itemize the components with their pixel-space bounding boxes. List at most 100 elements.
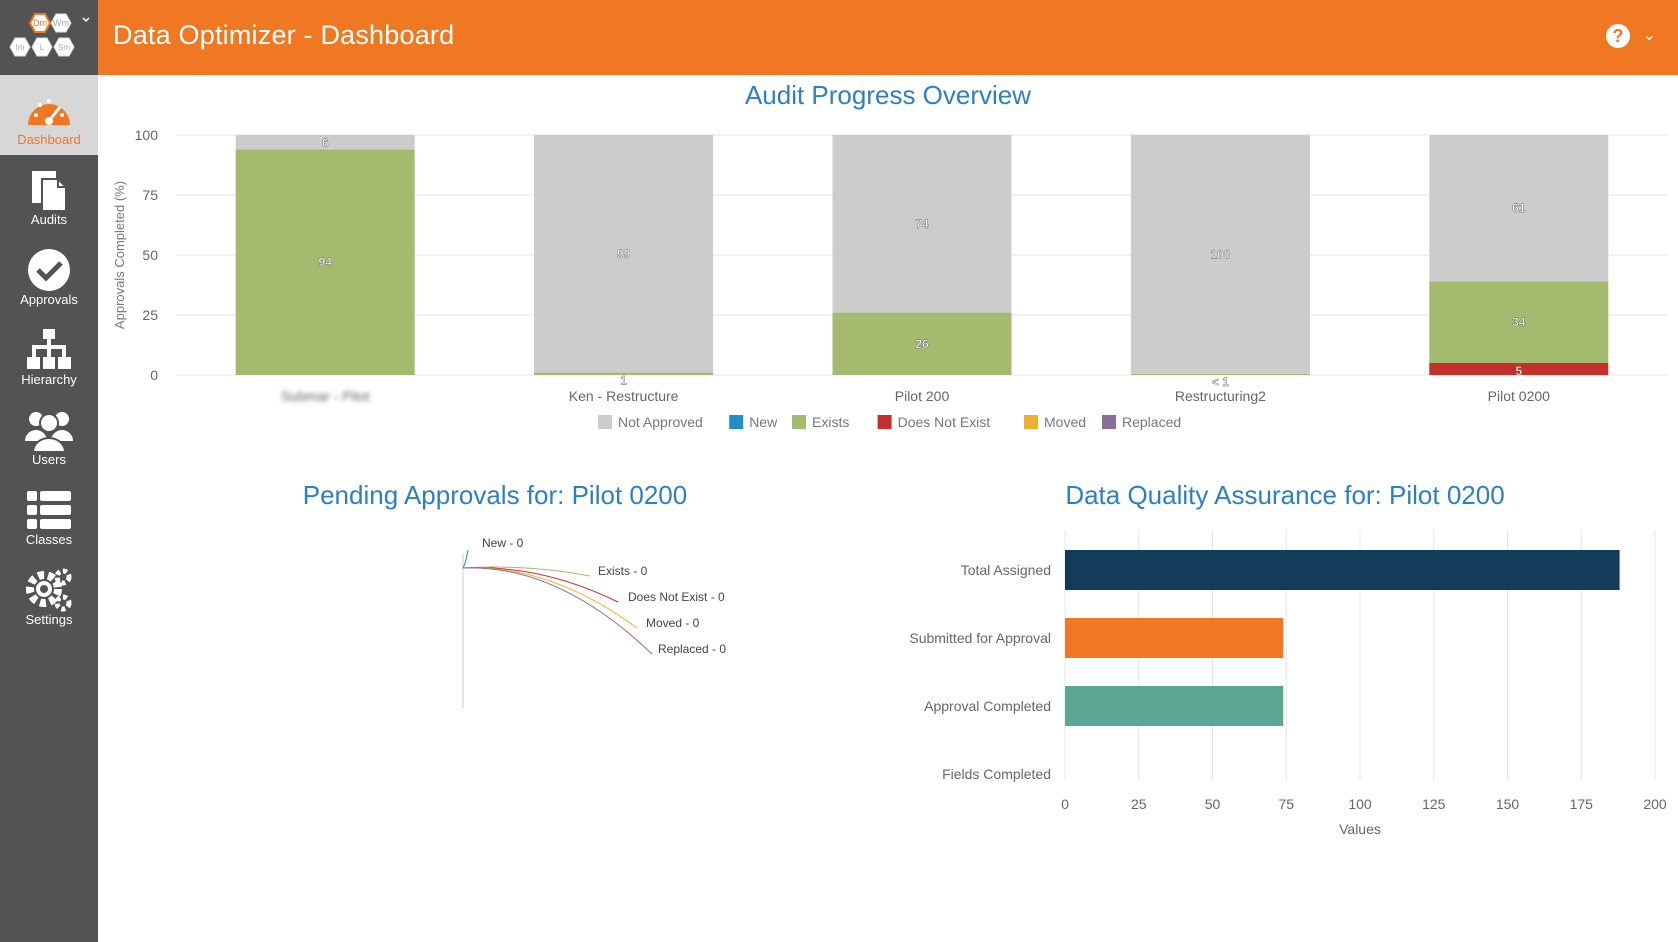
bar-segment <box>235 135 415 150</box>
legend-item: New <box>749 414 778 430</box>
y-tick-label: 100 <box>135 127 159 143</box>
users-icon <box>25 412 73 453</box>
y-axis-label: Approvals Completed (%) <box>112 181 127 329</box>
app-logo[interactable]: Dm Wm Im L Sm <box>0 0 98 75</box>
x-tick-label: Submar - Pilot <box>281 388 370 404</box>
legend-swatch <box>729 415 744 429</box>
logo-cell: Wm <box>50 13 72 33</box>
pending-approvals-title: Pending Approvals for: Pilot 0200 <box>302 480 688 510</box>
sidebar-item-audits[interactable]: Audits <box>0 155 98 235</box>
documents-icon <box>32 171 67 212</box>
x-tick-label: Pilot 0200 <box>1488 388 1550 404</box>
x-tick-label: 150 <box>1496 796 1520 812</box>
sidebar-item-hierarchy[interactable]: Hierarchy <box>0 315 98 395</box>
x-tick-label: Pilot 200 <box>895 388 950 404</box>
x-tick-label: 200 <box>1643 796 1667 812</box>
checkmark-circle-icon <box>28 249 70 291</box>
bar-segment <box>832 135 1012 313</box>
logo-cell: Dm <box>28 13 52 33</box>
bar-data-label: 94 <box>319 255 333 269</box>
legend-swatch <box>1024 415 1038 429</box>
sidebar: Dm Wm Im L Sm <box>0 0 98 942</box>
bar-segment <box>832 312 1012 375</box>
chevron-down-icon[interactable]: ⌄ <box>1642 27 1656 44</box>
sidebar-item-label: Approvals <box>20 292 78 307</box>
data-quality-chart: 0 25 50 75 100 125 150 175 200 Values Total Assign… <box>909 530 1667 837</box>
logo-cell-text: Dm <box>33 18 47 28</box>
x-tick-label: 125 <box>1422 796 1446 812</box>
y-category-label: Total Assigned <box>961 562 1051 578</box>
y-tick-label: 0 <box>150 367 158 383</box>
x-tick-label: Ken - Restructure <box>569 388 679 404</box>
bar <box>1065 686 1284 726</box>
bar-segment <box>1429 135 1609 282</box>
sidebar-item-settings[interactable]: Settings <box>0 555 98 635</box>
bar-data-label: 61 <box>1512 201 1526 215</box>
pie-slice-label: Does Not Exist - 0 <box>628 590 725 604</box>
sidebar-item-dashboard[interactable]: Dashboard <box>0 75 98 155</box>
sidebar-item-classes[interactable]: Classes <box>0 475 98 555</box>
x-axis-label: Values <box>1339 821 1381 837</box>
logo-cell-text: Im <box>16 43 25 52</box>
sidebar-item-label: Settings <box>25 612 73 627</box>
bar-segment <box>1429 281 1609 363</box>
bar-data-label: 74 <box>915 217 929 231</box>
pie-slice-label: New - 0 <box>482 536 524 550</box>
logo-cell-text: Wm <box>53 18 69 28</box>
gears-icon <box>26 568 72 612</box>
y-category-label: Submitted for Approval <box>909 630 1051 646</box>
legend-item: Replaced <box>1122 414 1181 430</box>
bar-data-label: 34 <box>1512 315 1526 329</box>
list-icon <box>27 491 71 529</box>
bar-data-label: 26 <box>915 337 929 351</box>
org-chart-icon <box>27 329 71 369</box>
pending-approvals-chart: New - 0 Exists - 0 Does Not Exist - 0 Moved… <box>462 536 726 708</box>
bar-segment <box>1130 373 1310 375</box>
x-tick-label: 50 <box>1205 796 1221 812</box>
help-icon[interactable]: ? <box>1606 24 1630 48</box>
pie-slice-connector <box>462 567 619 603</box>
bar-data-label: 5 <box>1515 364 1522 378</box>
x-tick-label: 25 <box>1131 796 1147 812</box>
legend-swatch <box>598 415 612 429</box>
audit-progress-chart: 0 25 50 75 100 Approvals Completed (%) 94 6 Subm… <box>112 127 1668 430</box>
x-tick-label: 100 <box>1348 796 1372 812</box>
bar-data-label: 99 <box>617 247 631 261</box>
logo-chevron-icon <box>82 17 90 23</box>
sidebar-item-label: Users <box>32 452 66 467</box>
app-header: Data Optimizer - Dashboard ? ⌄ <box>98 0 1678 75</box>
audit-progress-title: Audit Progress Overview <box>744 80 1032 110</box>
sidebar-item-approvals[interactable]: Approvals <box>0 235 98 315</box>
data-quality-title: Data Quality Assurance for: Pilot 0200 <box>1065 480 1505 510</box>
y-tick-label: 75 <box>142 187 158 203</box>
y-tick-label: 25 <box>142 307 158 323</box>
logo-cell-text: Sm <box>58 43 70 52</box>
legend-swatch <box>877 415 892 429</box>
pie-slice-label: Moved - 0 <box>646 616 700 630</box>
page-title: Data Optimizer - Dashboard <box>113 20 455 50</box>
bar-data-label: < 1 <box>1212 375 1229 389</box>
bar <box>1065 550 1620 590</box>
logo-cell-text: L <box>40 43 45 52</box>
bar-data-label: 6 <box>322 136 329 150</box>
bar-data-label: 100 <box>1210 247 1230 261</box>
pie-slice-label: Exists - 0 <box>598 564 648 578</box>
gauge-icon <box>28 99 70 125</box>
legend-swatch <box>1102 415 1116 429</box>
pie-slice-label: Replaced - 0 <box>658 642 726 656</box>
bar-segment <box>1130 135 1310 374</box>
y-tick-label: 50 <box>142 247 158 263</box>
y-category-label: Fields Completed <box>942 766 1051 782</box>
legend-item: Does Not Exist <box>898 414 991 430</box>
bar-segment <box>235 149 415 375</box>
pie-slice-connector <box>462 567 653 655</box>
legend-item: Exists <box>812 414 849 430</box>
x-tick-label: 75 <box>1278 796 1294 812</box>
sidebar-item-users[interactable]: Users <box>0 395 98 475</box>
bar <box>1065 618 1284 658</box>
bar-segment <box>534 135 714 373</box>
bar-data-label: 1 <box>620 374 627 388</box>
logo-cell: Sm <box>53 37 75 57</box>
sidebar-nav: Dashboard Audits Approvals <box>0 75 98 635</box>
pie-slice-connector <box>462 549 469 569</box>
